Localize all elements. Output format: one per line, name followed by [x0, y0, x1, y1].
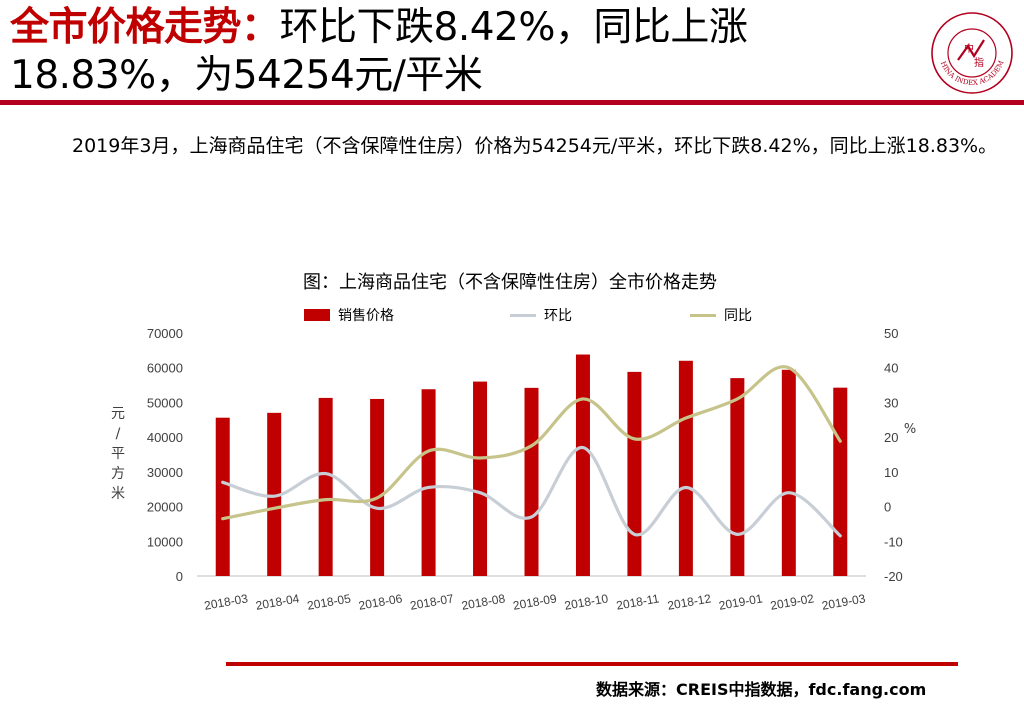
x-tick-label: 2018-03: [203, 591, 249, 612]
x-tick-label: 2018-07: [409, 591, 455, 612]
left-tick-label: 60000: [147, 361, 183, 376]
data-source: 数据来源：CREIS中指数据，fdc.fang.com: [596, 680, 927, 699]
logo-char-bottom: 指: [974, 56, 984, 69]
bar-2018-08: [473, 381, 488, 576]
bar-2018-03: [215, 417, 230, 576]
right-tick-label: -20: [884, 569, 903, 584]
legend-swatch-yoy: [690, 313, 716, 317]
left-tick-label: 10000: [147, 534, 183, 549]
legend-label-mom: 环比: [544, 308, 572, 324]
bar-2018-10: [575, 354, 590, 576]
title-divider: [0, 100, 1024, 105]
left-tick-label: 70000: [147, 326, 183, 341]
x-tick-label: 2018-11: [615, 591, 660, 612]
x-tick-label: 2018-06: [358, 591, 404, 612]
x-tick-label: 2018-08: [460, 591, 506, 612]
bar-2018-06: [370, 398, 385, 576]
series-line-mom: [221, 445, 842, 538]
right-tick-label: 10: [884, 465, 898, 480]
left-axis-label-char: 平: [111, 446, 125, 462]
right-tick-label: 20: [884, 430, 898, 445]
bar-2018-09: [524, 387, 539, 576]
x-tick-label: 2018-12: [666, 591, 712, 612]
right-tick-label: 50: [884, 326, 898, 341]
x-tick-label: 2019-03: [821, 591, 867, 612]
left-tick-label: 20000: [147, 500, 183, 515]
left-axis-label-char: 米: [111, 486, 125, 502]
left-axis-label-char: 方: [111, 466, 125, 482]
title-line-2: 18.83%，为54254元/平米: [10, 53, 483, 98]
right-tick-label: 0: [884, 500, 891, 515]
left-tick-label: 40000: [147, 430, 183, 445]
x-tick-label: 2018-10: [563, 591, 609, 612]
logo-char-top: 中: [964, 42, 974, 55]
legend-label-yoy: 同比: [724, 308, 752, 324]
x-tick-label: 2018-05: [306, 591, 352, 612]
bar-2018-05: [318, 397, 333, 576]
legend-item-mom: 环比: [510, 305, 572, 325]
legend-swatch-mom: [510, 313, 536, 317]
legend-label-price: 销售价格: [338, 308, 394, 324]
left-tick-label: 0: [176, 569, 183, 584]
right-tick-label: 40: [884, 361, 898, 376]
title-highlight: 全市价格走势：: [10, 5, 280, 50]
legend-swatch-price: [304, 309, 330, 321]
bar-2019-03: [833, 387, 848, 576]
bar-2018-11: [627, 371, 642, 576]
summary-text: 2019年3月，上海商品住宅（不含保障性住房）价格为54254元/平米，环比下跌…: [72, 135, 998, 157]
left-axis-label-char: 元: [111, 406, 125, 422]
x-tick-label: 2018-09: [512, 591, 558, 612]
chart-title: 图：上海商品住宅（不含保障性住房）全市价格走势: [303, 272, 717, 293]
bar-2019-02: [781, 369, 796, 576]
bar-2018-04: [267, 412, 282, 576]
x-tick-label: 2018-04: [255, 591, 301, 612]
right-axis-label: %: [904, 422, 916, 437]
chart-legend: 销售价格 环比 同比: [0, 305, 1024, 327]
series-line-yoy: [221, 365, 842, 521]
bar-2018-07: [421, 389, 436, 576]
legend-item-yoy: 同比: [690, 305, 752, 325]
bar-2019-01: [730, 378, 745, 576]
summary-paragraph: 2019年3月，上海商品住宅（不含保障性住房）价格为54254元/平米，环比下跌…: [40, 126, 1000, 166]
title-rest: 环比下跌8.42%，同比上涨: [279, 5, 748, 50]
page-title: 全市价格走势：环比下跌8.42%，同比上涨 18.83%，为54254元/平米: [10, 4, 910, 100]
left-axis-label-char: /: [116, 426, 121, 442]
right-tick-label: 30: [884, 395, 898, 410]
left-tick-label: 50000: [147, 395, 183, 410]
right-tick-label: -10: [884, 534, 903, 549]
legend-item-price: 销售价格: [304, 305, 394, 325]
bar-2018-12: [678, 360, 693, 576]
china-index-academy-logo: 中 指 CHINA INDEX ACADEMY: [926, 10, 1013, 94]
x-tick-label: 2019-01: [718, 591, 764, 612]
title-line-1: 全市价格走势：环比下跌8.42%，同比上涨: [10, 4, 910, 52]
footer-divider: [226, 662, 958, 666]
left-tick-label: 30000: [147, 465, 183, 480]
x-tick-label: 2019-02: [769, 591, 815, 612]
